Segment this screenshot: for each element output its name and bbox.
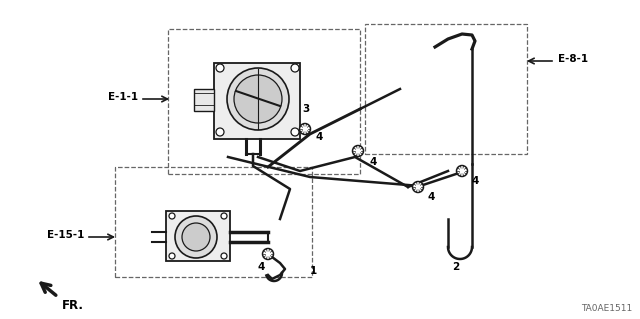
Circle shape (291, 64, 299, 72)
Text: 4: 4 (258, 262, 266, 272)
Circle shape (221, 253, 227, 259)
Circle shape (169, 253, 175, 259)
Circle shape (169, 213, 175, 219)
Text: TA0AE1511: TA0AE1511 (580, 304, 632, 313)
Bar (365, 24, 527, 154)
Bar (168, 29, 360, 174)
Circle shape (227, 68, 289, 130)
Text: 1: 1 (310, 266, 317, 276)
Text: FR.: FR. (62, 299, 84, 312)
Circle shape (300, 123, 310, 135)
Bar (166, 211, 230, 261)
Text: E-15-1: E-15-1 (47, 230, 84, 240)
Bar (115, 167, 312, 277)
Circle shape (182, 223, 210, 251)
Circle shape (353, 145, 364, 157)
Circle shape (234, 75, 282, 123)
Text: 4: 4 (428, 192, 435, 202)
Text: 2: 2 (452, 262, 460, 272)
Circle shape (262, 249, 273, 259)
Bar (194, 89, 214, 111)
Text: 4: 4 (472, 176, 479, 186)
Circle shape (175, 216, 217, 258)
Text: E-1-1: E-1-1 (108, 92, 138, 102)
Text: 3: 3 (302, 104, 309, 114)
Circle shape (221, 213, 227, 219)
Text: 4: 4 (370, 157, 378, 167)
Text: 4: 4 (316, 132, 323, 142)
Text: E-8-1: E-8-1 (558, 54, 588, 64)
Bar (214, 63, 300, 139)
Circle shape (413, 182, 424, 192)
Circle shape (456, 166, 467, 176)
Circle shape (216, 64, 224, 72)
Circle shape (216, 128, 224, 136)
Circle shape (291, 128, 299, 136)
